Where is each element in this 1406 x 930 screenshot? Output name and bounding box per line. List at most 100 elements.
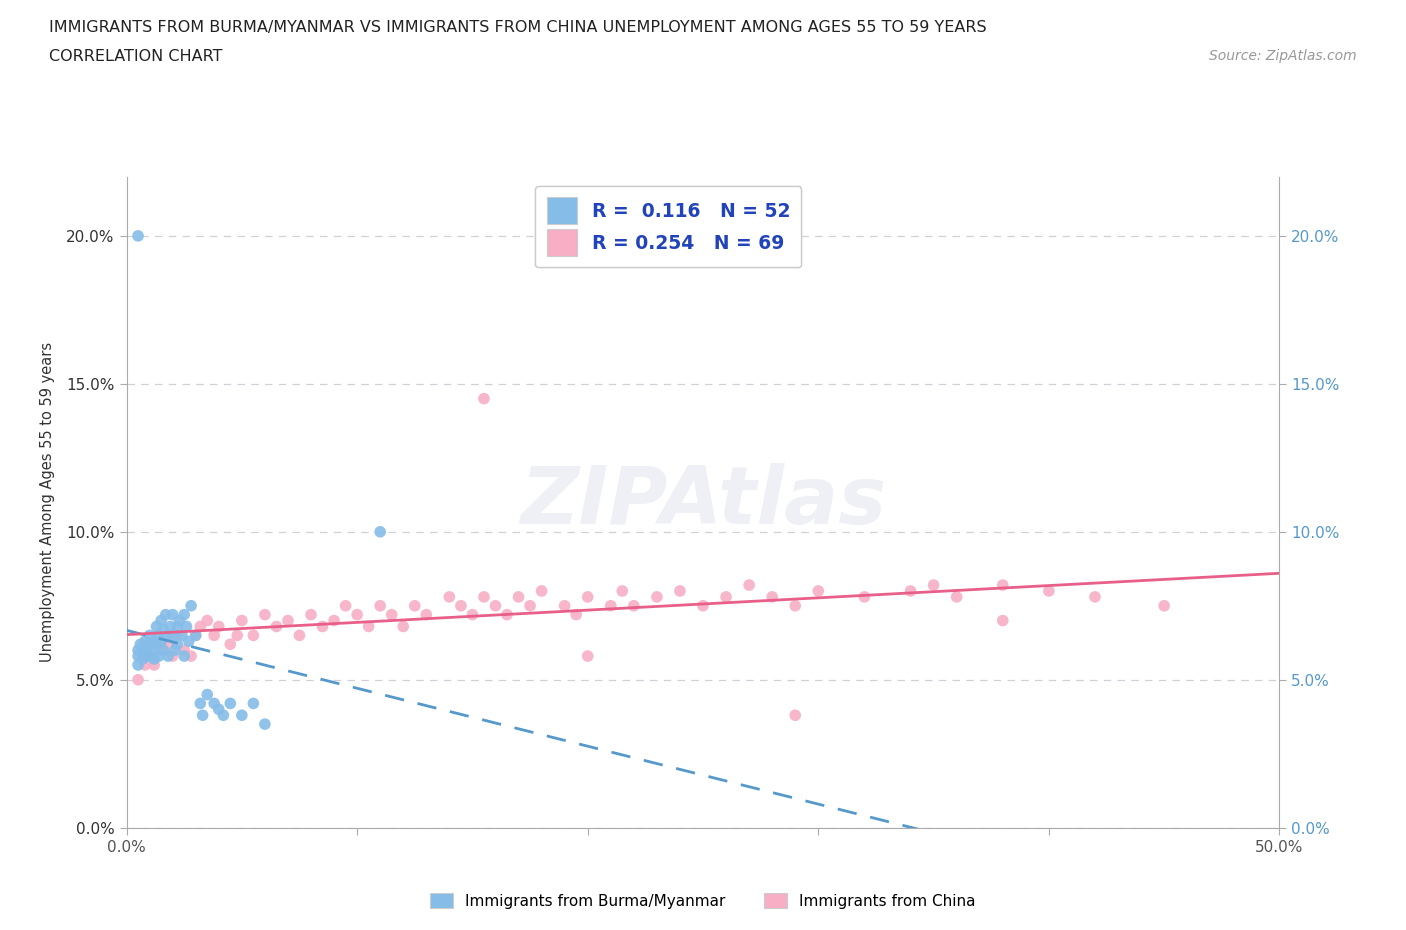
Point — [253, 607, 276, 622]
Point — [202, 628, 225, 643]
Point — [145, 637, 167, 652]
Point — [612, 583, 634, 598]
Point — [253, 717, 276, 732]
Point — [357, 619, 380, 634]
Point — [991, 578, 1014, 592]
Text: Source: ZipAtlas.com: Source: ZipAtlas.com — [1209, 49, 1357, 63]
Point — [288, 628, 311, 643]
Point — [162, 628, 184, 643]
Point — [134, 634, 156, 649]
Point — [152, 643, 174, 658]
Point — [645, 590, 668, 604]
Point — [202, 696, 225, 711]
Point — [346, 607, 368, 622]
Point — [159, 619, 181, 634]
Point — [714, 590, 737, 604]
Point — [145, 619, 167, 634]
Y-axis label: Unemployment Among Ages 55 to 59 years: Unemployment Among Ages 55 to 59 years — [41, 342, 55, 662]
Point — [195, 613, 218, 628]
Legend: R =  0.116   N = 52, R = 0.254   N = 69: R = 0.116 N = 52, R = 0.254 N = 69 — [536, 186, 801, 267]
Point — [1153, 598, 1175, 613]
Text: ZIPAtlas: ZIPAtlas — [520, 463, 886, 541]
Point — [266, 619, 288, 634]
Text: IMMIGRANTS FROM BURMA/MYANMAR VS IMMIGRANTS FROM CHINA UNEMPLOYMENT AMONG AGES 5: IMMIGRANTS FROM BURMA/MYANMAR VS IMMIGRA… — [49, 20, 987, 35]
Point — [439, 590, 461, 604]
Point — [519, 598, 541, 613]
Point — [208, 619, 231, 634]
Point — [195, 687, 218, 702]
Point — [219, 637, 242, 652]
Point — [404, 598, 426, 613]
Point — [299, 607, 322, 622]
Point — [138, 648, 160, 663]
Point — [599, 598, 621, 613]
Point — [208, 702, 231, 717]
Point — [496, 607, 519, 622]
Point — [177, 634, 200, 649]
Point — [623, 598, 645, 613]
Point — [127, 658, 149, 672]
Point — [242, 696, 264, 711]
Point — [138, 637, 160, 652]
Point — [368, 525, 391, 539]
Point — [143, 634, 166, 649]
Point — [1084, 590, 1107, 604]
Point — [173, 607, 195, 622]
Point — [692, 598, 714, 613]
Point — [157, 628, 180, 643]
Point — [212, 708, 235, 723]
Point — [157, 637, 180, 652]
Point — [381, 607, 404, 622]
Point — [138, 628, 160, 643]
Point — [900, 583, 922, 598]
Point — [785, 708, 807, 723]
Point — [157, 648, 180, 663]
Legend: Immigrants from Burma/Myanmar, Immigrants from China: Immigrants from Burma/Myanmar, Immigrant… — [425, 886, 981, 915]
Point — [472, 590, 495, 604]
Point — [554, 598, 576, 613]
Point — [991, 613, 1014, 628]
Point — [576, 648, 599, 663]
Point — [148, 648, 170, 663]
Point — [148, 628, 170, 643]
Point — [415, 607, 437, 622]
Point — [138, 648, 160, 663]
Point — [173, 643, 195, 658]
Point — [219, 696, 242, 711]
Point — [242, 628, 264, 643]
Point — [150, 634, 173, 649]
Point — [136, 643, 159, 658]
Point — [131, 652, 153, 667]
Point — [738, 578, 761, 592]
Point — [191, 708, 214, 723]
Point — [143, 652, 166, 667]
Point — [576, 590, 599, 604]
Point — [188, 696, 211, 711]
Point — [461, 607, 484, 622]
Point — [922, 578, 945, 592]
Point — [162, 648, 184, 663]
Point — [180, 648, 202, 663]
Point — [127, 229, 149, 244]
Point — [530, 583, 553, 598]
Point — [472, 392, 495, 406]
Point — [184, 628, 207, 643]
Point — [143, 658, 166, 672]
Point — [450, 598, 472, 613]
Point — [392, 619, 415, 634]
Point — [669, 583, 692, 598]
Point — [785, 598, 807, 613]
Point — [155, 607, 177, 622]
Point — [134, 648, 156, 663]
Point — [131, 643, 153, 658]
Text: CORRELATION CHART: CORRELATION CHART — [49, 49, 222, 64]
Point — [184, 628, 207, 643]
Point — [166, 619, 188, 634]
Point — [141, 643, 163, 658]
Point — [127, 672, 149, 687]
Point — [162, 607, 184, 622]
Point — [231, 708, 253, 723]
Point — [565, 607, 588, 622]
Point — [150, 613, 173, 628]
Point — [484, 598, 506, 613]
